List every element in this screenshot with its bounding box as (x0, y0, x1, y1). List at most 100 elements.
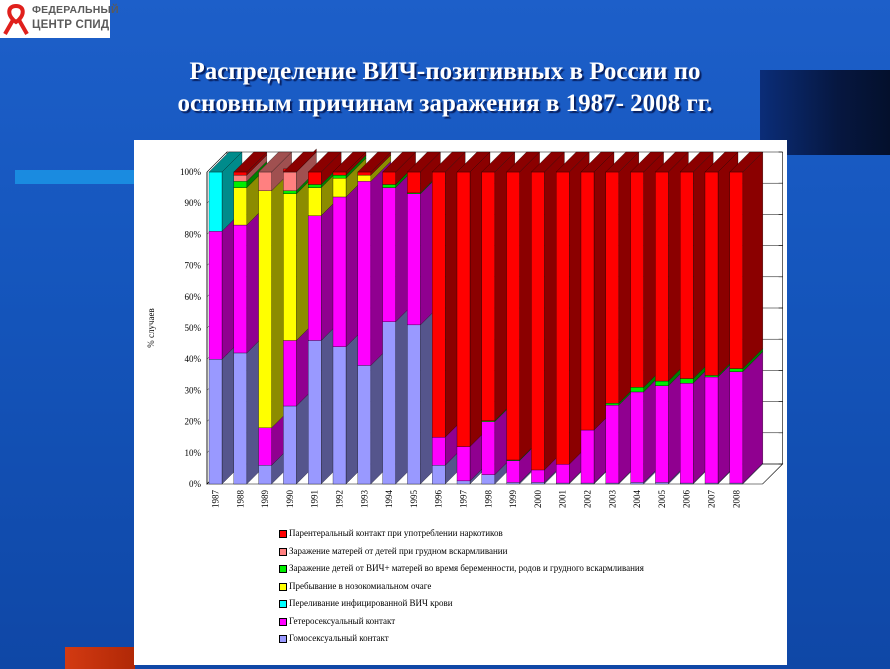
y-tick-label: 60% (185, 292, 202, 302)
bar-segment (308, 184, 322, 188)
title-line-1: Распределение ВИЧ-позитивных в России по (189, 58, 701, 85)
bar-segment (332, 196, 347, 347)
bar-segment (332, 178, 347, 198)
bar-segment (432, 465, 446, 485)
bar-segment (481, 421, 495, 475)
bar-segment (680, 383, 694, 484)
bar-top (283, 151, 317, 173)
bar-segment (605, 403, 619, 406)
bar-segment (630, 171, 644, 388)
bar-segment (432, 437, 446, 466)
bar-segment (680, 171, 694, 379)
bar-segment (506, 460, 520, 483)
bar-segment (258, 465, 272, 485)
bar-top (630, 151, 664, 173)
bar-top (431, 151, 466, 173)
red-ribbon-icon (3, 4, 29, 35)
bar-segment (382, 187, 396, 322)
bar-segment (506, 482, 520, 485)
bar-segment (481, 171, 495, 421)
bar-segment (283, 193, 297, 341)
federal-aids-center-logo: ФЕДЕРАЛЬНЫЙ ЦЕНТР СПИД (0, 0, 119, 38)
x-tick-label: 1988 (235, 490, 245, 509)
bar-segment (233, 187, 247, 226)
y-tick-label: 50% (185, 323, 202, 333)
bar-segment (580, 429, 595, 484)
bar-top (555, 151, 590, 173)
bar-top (258, 151, 292, 173)
y-axis-label: % случаев (146, 308, 156, 348)
legend-swatch (279, 547, 287, 556)
bar-segment (308, 340, 322, 485)
stacked-bar-chart: 0% 10% 20% 30% 40% 50% 60% 70% 80% 90% 100% % случа… (146, 148, 784, 509)
bar-segment (630, 387, 644, 393)
bar-segment (531, 469, 545, 483)
x-tick-label: 1999 (508, 490, 518, 509)
x-tick-label: 2008 (731, 490, 741, 509)
bar-segment (481, 474, 495, 485)
legend-swatch (279, 565, 287, 573)
bar-segment (308, 187, 322, 216)
bar-top (208, 151, 243, 173)
bar-segment (680, 378, 694, 384)
legend-swatch (279, 600, 287, 608)
bar-top (679, 151, 714, 173)
x-tick-label: 2005 (657, 490, 667, 509)
bar-segment-side (742, 351, 763, 484)
bar-segment (283, 340, 297, 407)
bar-top (580, 151, 615, 173)
y-tick-label: 70% (185, 261, 202, 271)
bar-top (382, 151, 416, 173)
legend-label: Гетеросексуальный контакт (289, 615, 396, 626)
bar-segment (332, 174, 347, 179)
legend-label: Заражение детей от ВИЧ+ матерей во время… (289, 563, 644, 573)
bar-segment (655, 482, 669, 485)
x-tick-label: 2001 (558, 490, 568, 508)
slide-title: Распределение ВИЧ-позитивных в России по… (90, 56, 800, 120)
legend-label: Переливание инфицированной ВИЧ крови (289, 598, 453, 608)
x-tick-label: 1994 (384, 490, 394, 509)
legend-swatch (279, 582, 287, 591)
bar-segment (208, 359, 223, 485)
y-tick-label: 80% (185, 229, 202, 239)
bar-segment (531, 171, 545, 471)
legend-label: Гомосексуальный контакт (289, 633, 389, 643)
x-tick-label: 1996 (434, 490, 444, 509)
bar-segment (208, 171, 223, 232)
bar-segment (605, 171, 619, 404)
bar-top (456, 151, 491, 173)
y-tick-label: 30% (185, 385, 202, 395)
bar-segment (655, 385, 669, 483)
bar-segment (407, 171, 421, 194)
y-tick-label: 40% (185, 354, 202, 364)
bar-segment (382, 321, 396, 485)
x-tick-label: 2006 (682, 490, 692, 509)
bar-top (605, 151, 640, 173)
x-tick-label: 2004 (632, 489, 642, 508)
bar-top (233, 151, 268, 173)
bar-segment (704, 376, 719, 484)
bar-segment (233, 352, 247, 485)
logo-line-1: ФЕДЕРАЛЬНЫЙ (32, 4, 119, 16)
bar-segment (580, 171, 595, 431)
legend-label: Парентеральный контакт при употреблении … (289, 528, 503, 538)
bar-segment (407, 324, 421, 485)
bar-segment (729, 371, 743, 484)
bar-segment (233, 174, 247, 182)
y-tick-label: 0% (189, 479, 202, 489)
bar-segment (704, 171, 719, 376)
x-tick-label: 2002 (583, 490, 593, 508)
bar-segment (258, 190, 272, 428)
bar-segment (332, 346, 347, 485)
gridline-diag (206, 151, 228, 173)
bar-segment (308, 215, 322, 341)
bar-segment (506, 171, 520, 461)
bar-segment (382, 171, 396, 185)
bar-segment (655, 380, 669, 386)
y-tick-label: 10% (185, 448, 202, 458)
x-tick-label: 1998 (483, 490, 493, 509)
x-tick-label: 2007 (707, 490, 717, 509)
logo-line-2: ЦЕНТР СПИД (32, 19, 110, 31)
bar-top (531, 151, 565, 173)
bar-segment (382, 184, 396, 188)
